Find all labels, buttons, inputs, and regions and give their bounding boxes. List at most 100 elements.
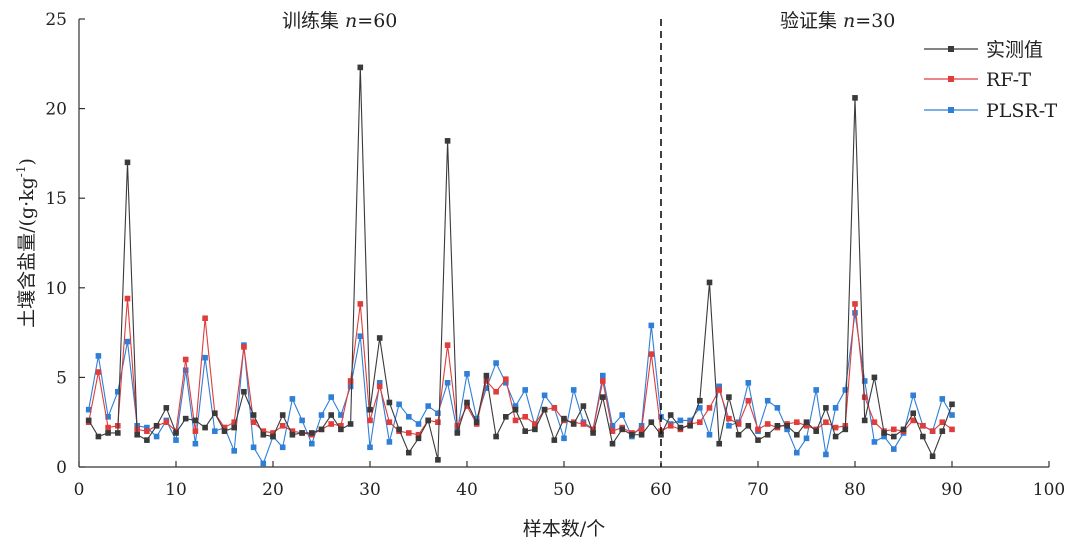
point-plsr-t-48 (541, 392, 548, 399)
point-rf-t-37 (435, 419, 441, 425)
point-plsr-t-41 (473, 415, 480, 422)
point-rf-t-86 (910, 417, 916, 424)
point-measured-75 (803, 419, 810, 425)
point-plsr-t-11 (182, 367, 189, 374)
point-measured-83 (881, 430, 887, 436)
point-rf-t-26 (328, 421, 334, 427)
point-measured-15 (221, 428, 228, 434)
point-measured-77 (823, 405, 829, 411)
point-rf-t-54 (600, 378, 606, 384)
point-measured-8 (153, 422, 160, 429)
point-measured-54 (600, 394, 606, 400)
x-axis-title: 样本数/个 (523, 518, 605, 540)
point-plsr-t-82 (871, 439, 878, 445)
point-measured-47 (532, 426, 538, 433)
point-measured-51 (570, 421, 577, 427)
point-measured-26 (328, 412, 334, 418)
point-plsr-t-76 (813, 387, 819, 393)
point-measured-20 (270, 433, 276, 440)
point-plsr-t-72 (774, 405, 781, 411)
point-plsr-t-5 (124, 338, 131, 345)
point-measured-42 (483, 372, 490, 379)
point-rf-t-30 (367, 417, 373, 424)
point-rf-t-18 (250, 419, 257, 425)
x-tick-label-70: 70 (747, 480, 769, 500)
point-plsr-t-51 (570, 387, 577, 393)
point-rf-t-20 (270, 430, 276, 436)
y-tick-label-5: 5 (56, 368, 67, 388)
legend-marker-plsr-t (948, 107, 954, 113)
point-measured-53 (590, 430, 596, 436)
point-measured-64 (697, 397, 703, 404)
point-rf-t-15 (221, 424, 228, 431)
axis-ticks: 0 10 20 30 40 50 60 70 80 90 100 0 5 10 15 20 25 (45, 10, 1065, 500)
point-plsr-t-2 (95, 353, 102, 359)
point-measured-46 (522, 428, 528, 434)
point-plsr-t-80 (852, 310, 858, 316)
point-measured-50 (561, 415, 567, 422)
point-rf-t-71 (764, 421, 771, 427)
point-measured-2 (95, 433, 102, 440)
point-rf-t-3 (105, 424, 111, 431)
point-rf-t-80 (852, 301, 858, 307)
legend-item-rf-t: RF-T (924, 69, 1031, 91)
point-measured-72 (774, 422, 781, 429)
point-plsr-t-16 (231, 448, 237, 454)
series-plsr-t (85, 310, 955, 467)
point-measured-11 (182, 415, 189, 422)
x-tick-label-50: 50 (553, 480, 575, 500)
point-measured-6 (134, 431, 140, 438)
point-measured-41 (473, 419, 480, 425)
point-plsr-t-19 (260, 460, 267, 467)
point-measured-67 (726, 394, 732, 400)
point-measured-7 (144, 437, 150, 443)
point-rf-t-68 (735, 421, 742, 427)
legend-label-plsr-t: PLSR-T (986, 100, 1057, 122)
point-measured-18 (250, 412, 257, 418)
legend-marker-rf-t (948, 76, 954, 82)
point-plsr-t-10 (173, 437, 179, 443)
point-measured-30 (367, 406, 373, 413)
point-rf-t-44 (503, 376, 509, 382)
point-rf-t-78 (832, 424, 839, 431)
point-measured-21 (279, 412, 286, 418)
point-plsr-t-7 (144, 424, 150, 431)
point-plsr-t-21 (279, 444, 286, 451)
point-plsr-t-65 (706, 431, 713, 438)
point-measured-33 (396, 426, 402, 433)
point-measured-68 (735, 431, 742, 438)
point-rf-t-84 (891, 426, 897, 433)
point-plsr-t-24 (309, 440, 315, 447)
point-measured-87 (920, 433, 926, 440)
y-tick-label-20: 20 (45, 100, 67, 120)
point-measured-70 (755, 437, 761, 443)
point-measured-37 (435, 457, 441, 463)
point-plsr-t-42 (483, 385, 490, 391)
point-plsr-t-44 (503, 379, 509, 386)
x-tick-label-10: 10 (165, 480, 187, 500)
point-plsr-t-27 (338, 412, 344, 418)
point-measured-90 (949, 401, 955, 408)
point-measured-71 (764, 431, 771, 438)
x-tick-label-40: 40 (456, 480, 478, 500)
point-measured-10 (173, 430, 179, 436)
point-plsr-t-74 (794, 449, 800, 456)
point-rf-t-32 (386, 419, 393, 425)
point-rf-t-28 (347, 378, 354, 384)
point-plsr-t-81 (861, 378, 868, 384)
point-plsr-t-31 (376, 379, 383, 386)
point-measured-45 (512, 406, 519, 413)
point-rf-t-38 (444, 342, 451, 348)
point-rf-t-47 (532, 421, 538, 427)
validation-set-label: 验证集 n=30 (780, 10, 895, 32)
point-plsr-t-22 (289, 396, 296, 402)
point-measured-85 (900, 426, 907, 433)
point-plsr-t-30 (367, 444, 373, 451)
legend-marker-measured (948, 46, 954, 52)
point-measured-5 (124, 159, 131, 166)
point-rf-t-2 (95, 369, 102, 375)
point-rf-t-75 (803, 422, 810, 429)
point-plsr-t-63 (687, 417, 693, 424)
legend: 实测值 RF-T PLSR-T (924, 39, 1057, 122)
